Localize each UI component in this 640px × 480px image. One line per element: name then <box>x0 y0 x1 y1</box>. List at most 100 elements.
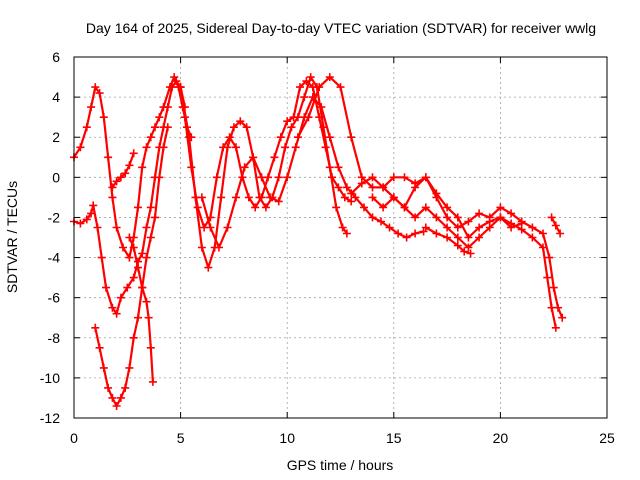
y-tick-label: 6 <box>52 49 60 65</box>
data-point <box>146 343 155 352</box>
data-point <box>217 193 226 202</box>
data-point <box>125 161 134 170</box>
data-point <box>496 203 505 212</box>
data-point <box>172 77 181 86</box>
data-point <box>129 333 138 342</box>
data-point <box>475 223 484 232</box>
y-tick-label: -8 <box>48 330 61 346</box>
data-point <box>266 193 275 202</box>
data-point <box>453 213 462 222</box>
series-arc-4 <box>108 149 138 192</box>
data-point <box>411 229 420 238</box>
series-line <box>296 76 564 319</box>
data-point <box>225 133 234 142</box>
data-point <box>274 173 283 182</box>
data-point <box>328 173 336 182</box>
data-point <box>104 153 113 162</box>
data-point <box>223 223 232 232</box>
data-point <box>507 209 516 218</box>
data-point <box>104 383 113 392</box>
data-point <box>82 215 91 224</box>
series-arc-9 <box>293 73 567 322</box>
data-point <box>155 173 164 182</box>
series-arc-13 <box>421 223 475 258</box>
data-point <box>432 189 441 198</box>
data-point <box>306 73 315 82</box>
data-point <box>464 243 473 252</box>
data-point <box>232 193 240 202</box>
data-point <box>325 133 334 142</box>
data-point <box>146 203 155 212</box>
data-point <box>163 103 172 112</box>
data-point <box>485 223 494 232</box>
data-point <box>116 293 125 302</box>
series-arc-5 <box>125 233 157 386</box>
y-axis-label: SDTVAR / TECUs <box>4 181 20 293</box>
data-point <box>453 241 462 250</box>
data-point <box>151 213 159 222</box>
series-arc-8 <box>197 93 428 252</box>
data-point <box>89 201 98 210</box>
data-point <box>116 393 125 402</box>
data-point <box>236 117 245 126</box>
x-tick-label: 20 <box>493 430 509 446</box>
data-point <box>82 123 91 132</box>
data-point <box>400 203 409 212</box>
data-point <box>281 143 290 152</box>
data-point <box>129 273 138 282</box>
data-point <box>197 193 206 202</box>
data-point <box>91 323 100 332</box>
data-point <box>551 323 560 332</box>
data-point <box>159 143 168 152</box>
data-point <box>274 197 283 206</box>
x-axis-label: GPS time / hours <box>287 457 394 473</box>
data-point <box>368 173 377 182</box>
data-point <box>249 153 258 162</box>
data-point <box>176 83 185 92</box>
data-point <box>443 213 452 222</box>
data-point <box>460 247 469 256</box>
data-point <box>400 173 409 182</box>
data-point <box>112 402 121 410</box>
data-point <box>360 203 368 212</box>
data-point <box>219 143 228 152</box>
series-line <box>350 176 557 329</box>
data-point <box>347 189 356 198</box>
data-point <box>443 203 452 212</box>
data-point <box>543 273 552 282</box>
data-point <box>304 113 313 122</box>
data-point <box>125 253 134 262</box>
data-point <box>129 243 138 252</box>
series-line <box>111 152 135 189</box>
data-point <box>475 209 484 218</box>
data-point <box>315 113 324 122</box>
data-point <box>121 383 130 392</box>
data-point <box>134 263 142 272</box>
data-point <box>389 193 398 202</box>
data-point <box>204 263 213 272</box>
data-point <box>289 113 298 122</box>
data-point <box>125 363 134 372</box>
data-point <box>347 133 356 142</box>
y-tick-label: -4 <box>48 250 61 266</box>
series-arc-11 <box>368 193 526 252</box>
data-point <box>453 223 462 232</box>
data-point <box>121 169 130 178</box>
data-point <box>342 229 351 238</box>
data-point <box>125 233 134 242</box>
data-point <box>206 223 215 232</box>
data-point <box>340 193 349 202</box>
data-point <box>334 183 343 192</box>
data-point <box>146 133 155 142</box>
data-point <box>134 313 142 322</box>
data-point <box>556 229 565 238</box>
data-point <box>545 253 554 262</box>
data-point <box>134 203 142 212</box>
tick-layer: 0 5 10 15 20 25 -12 -10 -8 -6 -4 -2 0 2 4 6 <box>40 49 615 446</box>
data-point <box>293 133 302 142</box>
data-point <box>464 217 473 226</box>
data-point <box>421 223 430 232</box>
data-point <box>99 363 108 372</box>
data-point <box>539 243 547 252</box>
